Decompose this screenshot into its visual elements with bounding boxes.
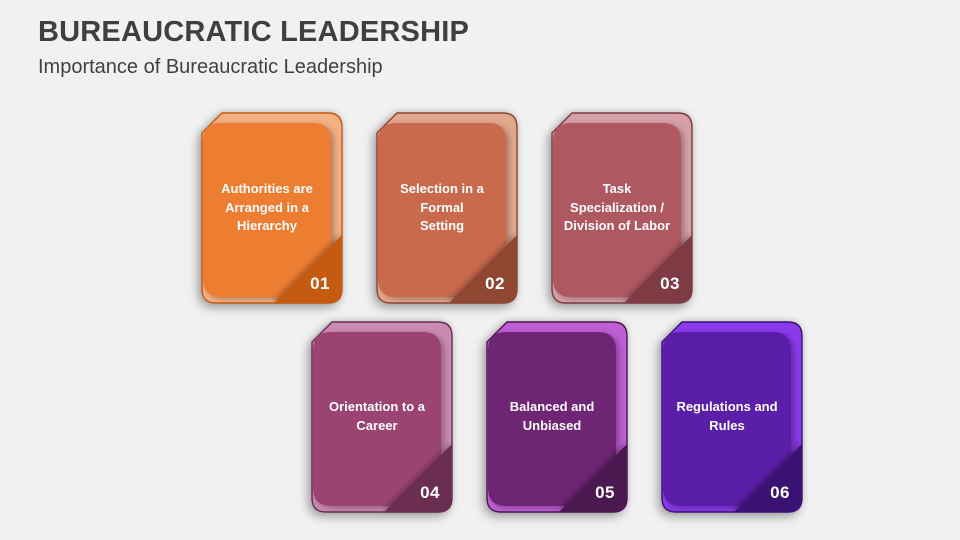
card-04-orientation: Orientation to a Career 04: [310, 321, 453, 513]
card-number-badge: 06: [770, 483, 790, 502]
card-front-shape: [313, 332, 441, 506]
folder-shape-graphic: [311, 321, 453, 513]
slide-title: BUREAUCRATIC LEADERSHIP: [38, 16, 470, 48]
card-01-authorities: Authorities are Arranged in a Hierarchy …: [200, 112, 343, 304]
folder-shape-graphic: [661, 321, 803, 513]
slide-header: BUREAUCRATIC LEADERSHIP Importance of Bu…: [38, 16, 469, 79]
corner-fold-shape: [559, 444, 627, 512]
card-title: Orientation to a Career: [328, 399, 426, 433]
card-number-badge: 05: [595, 483, 615, 502]
card-06-regulations: Regulations and Rules 06: [660, 321, 803, 513]
slide-subtitle: Importance of Bureaucratic Leadership: [38, 56, 383, 78]
folder-shape-graphic: [376, 112, 518, 304]
card-number-badge: 03: [660, 274, 680, 293]
card-02-selection: Selection in a Formal Setting 02: [375, 112, 518, 304]
corner-fold-shape: [734, 444, 802, 512]
card-front-shape: [663, 332, 791, 506]
corner-fold-shape: [624, 235, 692, 303]
corner-fold-shape: [449, 235, 517, 303]
card-title: Selection in a Formal Setting: [400, 180, 484, 234]
card-number-badge: 01: [310, 274, 330, 293]
card-front-shape: [488, 332, 616, 506]
corner-fold-shape: [384, 444, 452, 512]
card-front-shape: [378, 123, 506, 297]
card-front-shape: [553, 123, 681, 297]
folder-shape-graphic: [551, 112, 693, 304]
card-title: Task Specialization / Division of Labor: [563, 180, 671, 234]
card-title: Regulations and Rules: [676, 399, 778, 433]
card-title: Balanced and Unbiased: [509, 399, 595, 433]
card-front-shape: [203, 123, 331, 297]
card-title: Authorities are Arranged in a Hierarchy: [221, 180, 313, 234]
folder-shape-graphic: [201, 112, 343, 304]
card-03-task-specialization: Task Specialization / Division of Labor …: [550, 112, 693, 304]
card-05-balanced: Balanced and Unbiased 05: [485, 321, 628, 513]
corner-fold-shape: [274, 235, 342, 303]
folder-shape-graphic: [486, 321, 628, 513]
card-number-badge: 04: [420, 483, 440, 502]
card-number-badge: 02: [485, 274, 505, 293]
